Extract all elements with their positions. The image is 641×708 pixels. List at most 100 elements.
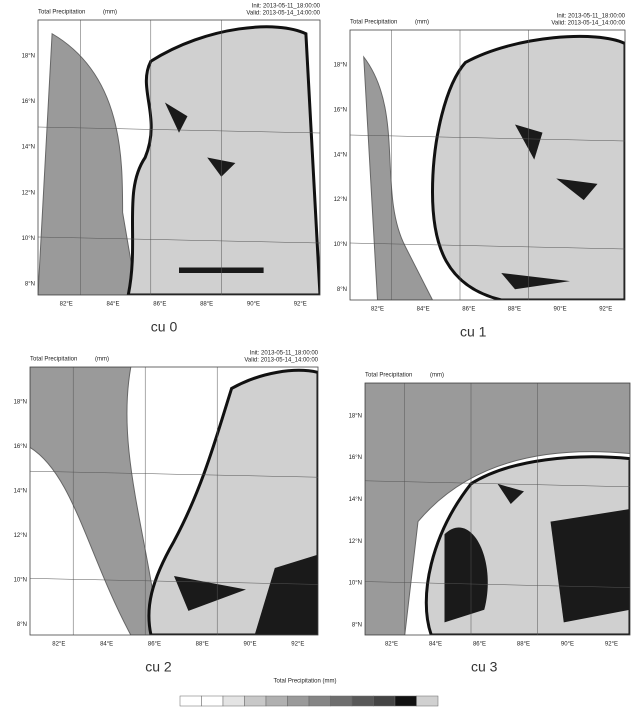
outer-rain [364,57,433,300]
colorbar-box [330,695,353,707]
lat-label: 10°N [334,242,347,248]
panel-caption: cu 2 [145,659,172,675]
lat-label: 16°N [334,107,347,113]
lat-label: 8°N [17,622,27,628]
colorbar-box [244,695,267,707]
heavy-rain [164,102,188,133]
init-time: Init: 2013-05-11_18:00:00 [250,351,319,357]
map-shapes [365,383,630,635]
heavy-rain [174,576,246,611]
lat-label: 10°N [22,236,35,242]
lat-label: 8°N [337,287,347,293]
outer-rain [365,383,630,635]
init-time: Init: 2013-05-11_18:00:00 [252,4,321,10]
init-time: Init: 2013-05-11_18:00:00 [557,14,626,20]
outer-rain [38,34,137,295]
lon-label: 90°E [554,307,567,313]
valid-time: Valid: 2013-05-14_14:00:00 [244,358,318,364]
lon-label: 92°E [599,307,612,313]
lat-label: 10°N [14,577,27,583]
lon-label: 90°E [247,302,260,308]
panel-caption: cu 1 [460,324,487,340]
lat-label: 18°N [349,413,362,419]
panel-units: (mm) [415,20,429,26]
outer-rain [30,367,160,635]
lat-label: 14°N [349,497,362,503]
colorbar-box [287,695,310,707]
lat-label: 12°N [14,533,27,539]
map-panel: Total Precipitation (mm) Init: 2013-05-11_… [334,14,626,340]
map-shapes [30,367,318,635]
map-layers [365,383,630,635]
lon-label: 86°E [153,302,166,308]
panel-units: (mm) [430,373,444,379]
map-layers [350,30,625,300]
lat-label: 16°N [349,455,362,461]
lon-label: 82°E [385,642,398,648]
lon-label: 90°E [561,642,574,648]
parallel [365,480,630,488]
lat-label: 14°N [14,488,27,494]
parallel [30,578,318,585]
panel-units: (mm) [103,10,117,16]
map-panel: Total Precipitation (mm) Init: 2013-05-11_… [14,351,319,675]
map-panel: Total Precipitation (mm) Init: 2013-05-11_… [22,4,321,335]
lat-label: 12°N [22,190,35,196]
panel-title: Total Precipitation [365,373,412,379]
lon-label: 86°E [462,307,475,313]
colorbar-box [416,695,439,707]
lat-label: 12°N [334,197,347,203]
parallel [30,470,318,478]
lon-label: 86°E [473,642,486,648]
panel-caption: cu 0 [151,319,178,335]
lat-label: 18°N [334,63,347,69]
lat-label: 14°N [334,152,347,158]
parallel [38,236,320,244]
lat-label: 18°N [14,399,27,405]
lon-label: 86°E [148,642,161,648]
lat-label: 12°N [349,539,362,545]
map-frame [364,382,631,636]
lon-label: 84°E [429,642,442,648]
heavy-rain [556,178,598,201]
map-layers [30,367,318,635]
lat-label: 16°N [22,99,35,105]
lon-label: 92°E [605,642,618,648]
valid-time: Valid: 2013-05-14_14:00:00 [551,21,625,27]
parallel [350,242,625,250]
colorbar: Total Precipitation (mm) [179,679,439,707]
lon-label: 82°E [52,642,65,648]
lat-label: 8°N [352,622,362,628]
heavy-rain [501,273,570,290]
lat-label: 14°N [22,145,35,151]
map-shapes [38,27,320,295]
colorbar-box [201,695,224,707]
map-panel: Total Precipitation (mm) 18°N 16°N 14°N 12°N 1… [349,373,631,675]
lon-label: 88°E [517,642,530,648]
parallel [38,126,320,134]
colorbar-label: Total Precipitation (mm) [273,679,336,685]
lon-label: 82°E [371,307,384,313]
lon-label: 92°E [291,642,304,648]
map-frame [37,19,321,296]
valid-time: Valid: 2013-05-14_14:00:00 [246,11,320,17]
parallel [350,134,625,142]
colorbar-box [351,695,374,707]
lon-label: 84°E [100,642,113,648]
lat-label: 18°N [22,53,35,59]
colorbar-box [179,695,202,707]
map-layers [38,20,320,295]
colorbar-box [265,695,288,707]
lon-label: 84°E [106,302,119,308]
lon-label: 88°E [196,642,209,648]
heavy-rain [550,509,630,623]
heavy-rain [254,554,318,635]
lon-label: 88°E [508,307,521,313]
heavy-rain [497,483,524,504]
lon-label: 88°E [200,302,213,308]
colorbar-box [308,695,331,707]
panel-title: Total Precipitation [38,10,85,16]
panel-title: Total Precipitation [350,20,397,26]
colorbar-box [394,695,417,707]
